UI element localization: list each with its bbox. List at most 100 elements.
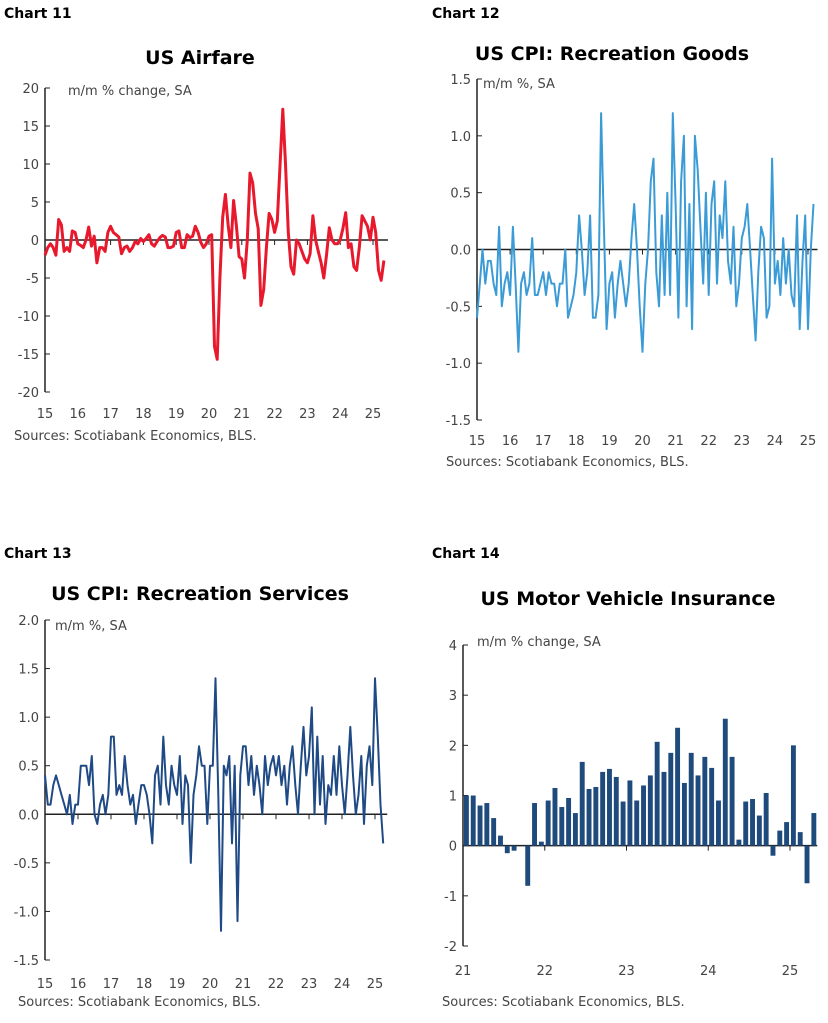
chart-13-x-tick-label: 22 xyxy=(268,977,285,992)
chart-14-bar xyxy=(559,807,565,846)
chart-11-x-tick-label: 18 xyxy=(135,407,152,422)
chart-13-y-tick-label: -1.5 xyxy=(14,954,39,969)
chart-14-y-tick-label: -1 xyxy=(444,890,457,905)
chart-11-y-tick-label: 15 xyxy=(22,120,39,135)
chart-13-x-tick-label: 24 xyxy=(334,977,351,992)
chart-11-x-tick-label: 24 xyxy=(332,407,349,422)
chart-11-x-tick-label: 16 xyxy=(70,407,87,422)
chart-13-label: Chart 13 xyxy=(4,546,72,562)
chart-12-y-tick-label: 1.5 xyxy=(450,73,471,88)
chart-12-y-tick-label: -1.0 xyxy=(446,357,471,372)
chart-12-y-tick-label: 1.0 xyxy=(450,130,471,145)
chart-13-y-tick-label: -1.0 xyxy=(14,905,39,920)
chart-13-y-tick-label: 0.5 xyxy=(18,760,39,775)
chart-12-y-tick-label: -1.5 xyxy=(446,414,471,429)
chart-14-bar xyxy=(756,815,762,846)
chart-11-x-tick-label: 15 xyxy=(37,407,54,422)
chart-14-bar xyxy=(702,756,708,846)
chart-11-x-tick-label: 19 xyxy=(168,407,185,422)
chart-14-source: Sources: Scotiabank Economics, BLS. xyxy=(442,995,685,1010)
chart-14-x-tick-label: 24 xyxy=(700,964,717,979)
chart-12-x-tick-label: 25 xyxy=(800,434,817,449)
chart-12-x-tick-label: 23 xyxy=(734,434,751,449)
chart-11-x-tick-label: 22 xyxy=(266,407,283,422)
chart-14-bar xyxy=(586,788,592,846)
chart-14-bar xyxy=(627,780,633,846)
chart-13-title: US CPI: Recreation Services xyxy=(51,583,349,605)
chart-11-x-tick-label: 20 xyxy=(201,407,218,422)
chart-11-y-tick-label: 5 xyxy=(31,196,39,211)
chart-14-bar xyxy=(750,799,755,846)
chart-14-bar xyxy=(695,775,701,846)
chart-13-x-tick-label: 16 xyxy=(70,977,87,992)
chart-13-x-tick-label: 23 xyxy=(301,977,318,992)
chart-14-x-tick-label: 25 xyxy=(782,964,799,979)
chart-13-y-tick-label: 1.5 xyxy=(18,663,39,678)
chart-12-x-tick-label: 24 xyxy=(767,434,784,449)
chart-14-bar xyxy=(729,756,735,846)
chart-12-label: Chart 12 xyxy=(432,6,500,22)
chart-13-x-tick-label: 21 xyxy=(235,977,252,992)
chart-11-title: US Airfare xyxy=(145,47,255,69)
chart-14-bar xyxy=(613,776,619,846)
chart-12-title: US CPI: Recreation Goods xyxy=(474,43,750,65)
chart-13-x-tick-label: 20 xyxy=(202,977,219,992)
chart-14-bar xyxy=(722,718,728,846)
chart-11-x-tick-label: 25 xyxy=(365,407,382,422)
chart-12-x-tick-label: 22 xyxy=(700,434,717,449)
chart-11-y-tick-label: 20 xyxy=(22,82,39,97)
chart-14-x-tick-label: 23 xyxy=(618,964,635,979)
chart-14-bar xyxy=(675,727,681,846)
chart-14-bar xyxy=(511,845,517,851)
chart-11-label: Chart 11 xyxy=(4,6,72,22)
chart-13-x-tick-label: 17 xyxy=(103,977,120,992)
chart-14-x-tick-label: 21 xyxy=(455,964,472,979)
chart-14-bar xyxy=(743,801,749,846)
chart-14-bar xyxy=(593,786,599,846)
chart-14-title: US Motor Vehicle Insurance xyxy=(480,588,776,610)
chart-14-label: Chart 14 xyxy=(432,546,500,562)
chart-14-bar xyxy=(620,801,626,846)
chart-13-unit: m/m %, SA xyxy=(55,619,127,634)
chart-14-x-tick-label: 22 xyxy=(536,964,553,979)
chart-14-bar xyxy=(532,803,537,846)
chart-11-y-tick-label: -10 xyxy=(18,310,39,325)
chart-14-bar xyxy=(790,745,796,846)
chart-13-x-tick-label: 19 xyxy=(169,977,186,992)
chart-12-x-tick-label: 19 xyxy=(601,434,618,449)
chart-11-y-tick-label: 10 xyxy=(22,158,39,173)
chart-14-bar xyxy=(525,845,531,886)
chart-14-bar xyxy=(600,771,606,846)
chart-14-bar xyxy=(491,818,497,846)
chart-12-source: Sources: Scotiabank Economics, BLS. xyxy=(446,455,689,470)
chart-14-bar xyxy=(736,839,742,846)
chart-12-y-tick-label: -0.5 xyxy=(446,300,471,315)
chart-11-y-tick-label: -5 xyxy=(26,272,39,287)
chart-11-series-line xyxy=(43,107,386,361)
chart-14-bar xyxy=(470,795,476,846)
chart-12-series-line xyxy=(476,112,815,353)
chart-12-y-tick-label: 0.0 xyxy=(450,244,471,259)
chart-14-bar xyxy=(647,775,653,846)
chart-13-y-tick-label: 1.0 xyxy=(18,711,39,726)
chart-12-x-tick-label: 20 xyxy=(634,434,651,449)
chart-12-unit: m/m %, SA xyxy=(483,77,555,92)
chart-14-y-tick-label: 4 xyxy=(449,639,457,654)
chart-13-y-tick-label: -0.5 xyxy=(14,857,39,872)
chart-14-bar xyxy=(668,752,674,846)
chart-14-bar xyxy=(477,805,483,846)
chart-14-bar xyxy=(552,787,558,846)
chart-12-x-tick-label: 15 xyxy=(469,434,486,449)
chart-12-x-tick-label: 16 xyxy=(502,434,519,449)
chart-13-y-tick-label: 0.0 xyxy=(18,808,39,823)
chart-14-y-tick-label: -2 xyxy=(444,940,457,955)
chart-14-bar xyxy=(566,798,572,846)
chart-13-y-tick-label: 2.0 xyxy=(18,614,39,629)
chart-14-bar xyxy=(784,822,790,846)
chart-13-x-tick-label: 15 xyxy=(37,977,54,992)
chart-14-bar xyxy=(681,782,687,846)
chart-14-bar xyxy=(607,768,612,846)
chart-11-y-tick-label: -15 xyxy=(18,348,39,363)
chart-14-bar xyxy=(661,771,667,846)
